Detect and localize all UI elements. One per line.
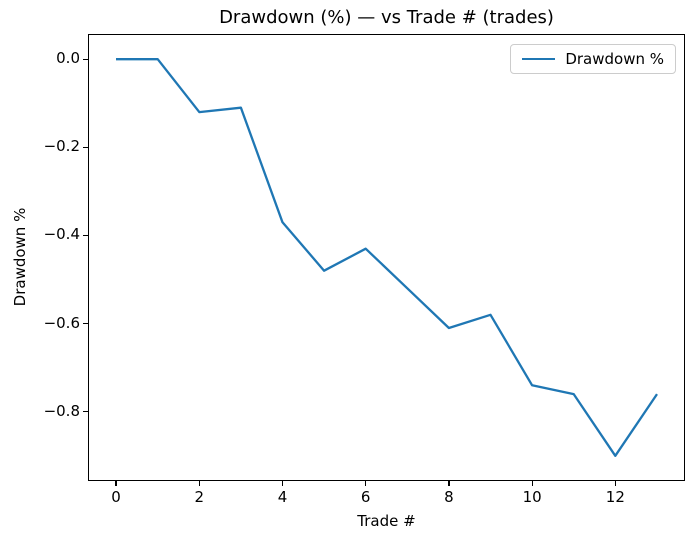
y-tick-label: −0.6 — [43, 313, 80, 332]
x-tick-label: 10 — [522, 488, 542, 506]
plot-canvas — [116, 58, 658, 457]
plot-area — [88, 34, 685, 481]
y-tick-label: −0.4 — [43, 225, 80, 244]
y-tick-label: −0.2 — [43, 137, 80, 156]
x-tick-label: 6 — [360, 488, 371, 506]
x-tick-mark — [198, 481, 200, 486]
chart-title: Drawdown (%) — vs Trade # (trades) — [219, 7, 554, 28]
y-tick-mark — [83, 58, 88, 60]
x-tick-label: 4 — [277, 488, 288, 506]
x-tick-mark — [614, 481, 616, 486]
x-tick-label: 2 — [194, 488, 205, 506]
legend-line-sample — [522, 57, 556, 61]
y-tick-mark — [83, 234, 88, 237]
drawdown-line — [116, 58, 658, 457]
x-axis-label: Trade # — [357, 512, 416, 530]
y-tick-mark — [83, 322, 88, 325]
x-tick-label: 12 — [605, 488, 625, 506]
legend-label: Drawdown % — [565, 50, 664, 68]
x-tick-mark — [448, 481, 450, 486]
y-tick-mark — [83, 146, 88, 148]
x-tick-label: 8 — [444, 488, 454, 506]
y-tick-label: −0.8 — [43, 401, 80, 420]
x-tick-mark — [365, 481, 367, 486]
y-axis-label: Drawdown % — [11, 207, 29, 307]
y-tick-mark — [83, 411, 88, 413]
y-tick-label: 0.0 — [56, 49, 80, 68]
x-tick-mark — [531, 481, 533, 486]
x-tick-label: 0 — [111, 488, 121, 506]
x-tick-mark — [281, 481, 284, 486]
legend: Drawdown % — [510, 44, 676, 74]
x-tick-mark — [115, 481, 117, 486]
